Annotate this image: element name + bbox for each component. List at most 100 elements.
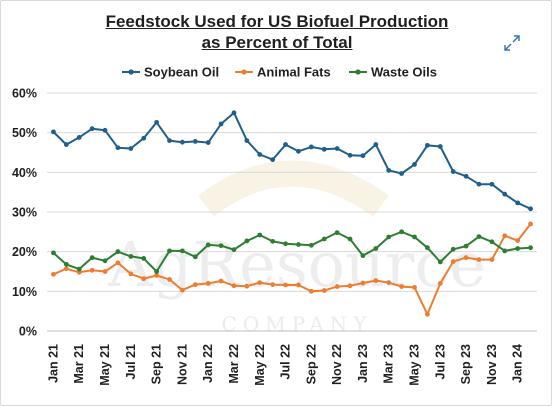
legend-item: Waste Oils [349,65,437,80]
x-tick-label: May 21 [98,344,112,386]
data-point [347,152,353,158]
data-point [489,239,495,245]
data-point [76,135,82,140]
data-point [179,248,185,254]
gridlines [47,92,537,332]
data-point [502,248,508,254]
data-point [296,148,301,154]
data-point [308,288,314,294]
data-point [154,119,160,125]
data-point [412,284,417,290]
data-point [347,236,353,242]
data-point [463,243,469,249]
data-point [528,206,533,212]
data-point [167,248,172,254]
data-point [270,238,276,244]
watermark-sub-text: COMPANY [222,312,373,336]
data-point [424,311,430,317]
data-point [283,241,288,247]
data-point [424,245,430,251]
data-point [476,181,482,187]
x-tick-label: May 23 [408,344,422,386]
data-point [257,232,263,238]
data-point [528,221,533,227]
legend-swatch-marker [128,69,134,75]
data-point [463,173,469,179]
data-point [373,278,379,284]
data-point [296,282,301,288]
x-tick-label: Jul 21 [124,344,138,379]
data-point [489,257,495,262]
data-point [399,229,405,235]
data-point [437,281,443,286]
data-point [450,246,456,252]
data-point [373,246,379,251]
data-point [231,247,237,253]
legend-item: Soybean Oil [122,65,219,80]
data-point [412,162,417,167]
data-point [141,276,147,282]
data-point [167,138,172,144]
x-tick-label: May 22 [253,344,267,386]
chart-title: Feedstock Used for US Biofuel Production… [1,11,552,53]
data-point [321,146,327,152]
series-animal-fats [51,221,533,317]
data-point [515,246,521,251]
data-point [51,271,56,277]
y-tick-label: 10% [12,285,37,299]
data-point [63,266,69,272]
data-point [63,261,69,267]
y-tick-label: 50% [12,126,37,140]
data-point [386,167,392,173]
data-point [412,234,417,240]
x-tick-label: Nov 21 [175,344,189,385]
data-point [334,230,340,236]
legend-item: Animal Fats [235,65,331,80]
data-point [76,266,82,272]
data-point [437,144,443,149]
legend-label: Soybean Oil [144,65,219,80]
data-point [115,249,121,255]
data-point [424,142,430,148]
expand-arrows-icon[interactable] [504,35,520,51]
data-point [476,234,482,239]
data-point [167,277,172,282]
x-tick-label: Jul 23 [433,344,447,379]
data-point [128,254,134,259]
data-point [205,242,211,248]
data-point [154,273,160,278]
data-point [437,259,443,265]
data-point [399,284,405,289]
data-point [218,121,224,127]
data-point [334,284,340,289]
legend-swatch-marker [355,69,361,75]
data-point [283,142,288,147]
data-point [51,250,56,256]
data-point [399,171,405,176]
data-point [89,267,95,273]
data-point [218,243,224,249]
y-axis: 0% 10% 20% 30% 40% 50% 60% [12,87,37,339]
series-soybean-oil [51,110,533,212]
legend-swatch-marker [241,69,247,75]
chart-title-line-2: as Percent of Total [201,33,353,52]
data-point [244,238,250,244]
x-tick-label: Sep 23 [459,344,473,384]
data-point [296,242,301,247]
data-point [386,234,392,240]
series-group [51,110,533,317]
x-tick-label: Jan 22 [201,344,215,383]
y-tick-label: 0% [19,325,37,339]
x-tick-label: Nov 23 [485,344,499,385]
data-point [102,258,108,264]
data-point [89,126,95,132]
data-point [179,139,185,145]
data-point [270,157,276,163]
data-point [321,236,327,242]
x-tick-label: Mar 22 [227,344,241,384]
data-point [360,153,366,159]
y-tick-label: 20% [12,245,37,259]
data-point [51,129,56,135]
